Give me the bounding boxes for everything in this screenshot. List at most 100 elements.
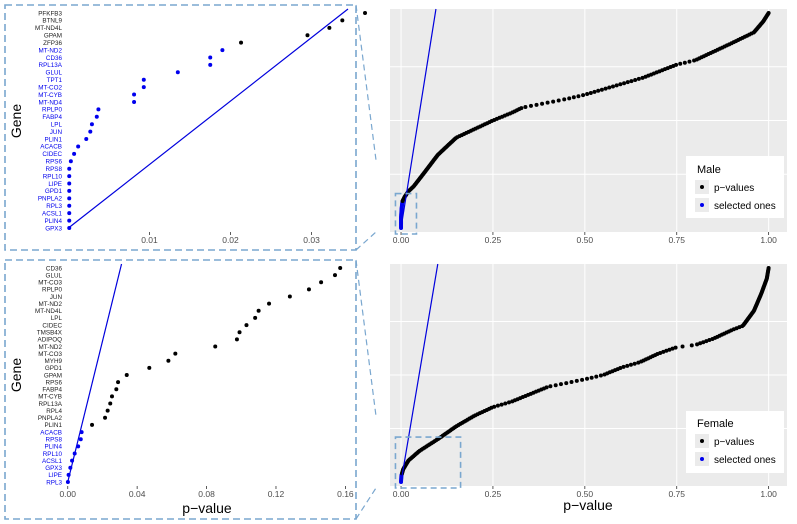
female-zoom-point [70,458,75,463]
male-zoom-point [132,99,137,104]
male-zoom-gene-label: GPX3 [45,225,62,232]
female-zoom-xtick-label: 0.04 [129,489,146,499]
female-zoom-point [256,308,261,313]
female-zoom-point [90,422,95,427]
male-full-point [528,103,533,108]
female-full-point [680,344,685,349]
female-legend-label-selected: selected ones [714,455,776,466]
male-zoom-gene-label: LPL [51,122,63,129]
male-zoom-gene-label: PLIN4 [44,218,62,225]
male-full-point [540,101,545,106]
male-legend-title: Male [697,164,721,176]
female-zoom-point [338,266,343,270]
female-zoom-gene-label: MT-ND2 [39,344,63,351]
male-zoom-point [327,25,332,30]
male-zoom-point [88,129,93,134]
male-zoom-point [67,166,72,171]
male-zoom-point [208,62,213,67]
female-full-xtick-label: 0.25 [485,489,502,499]
male-full-point [534,102,539,107]
female-zoom-gene-label: LIPE [48,472,62,479]
female-zoom-xtick-label: 0.00 [59,489,76,499]
male-zoom-gene-label: RPS6 [46,159,63,166]
female-full-point [499,402,504,407]
female-full-point [632,361,637,366]
male-legend-label-selected: selected ones [714,201,776,212]
female-zoom-frame [4,259,357,520]
male-zoom-point [72,151,77,156]
female-full-point [548,384,553,389]
male-zoom-gene-label: PNPLA2 [38,196,63,203]
female-full-point [658,350,663,355]
male-full-xtick-label: 0.50 [577,235,594,245]
female-full-xtick-label: 0.50 [577,489,594,499]
female-zoom-point [237,330,242,335]
female-zoom-gene-label: RPL10 [43,451,63,458]
male-full-point [766,11,771,15]
male-zoom-point [239,40,244,45]
female-zoom-ylabel: Gene [8,358,24,392]
male-full-point [625,80,630,85]
male-full-point [567,96,572,101]
female-full-point [506,400,511,405]
female-full-xtick-label: 0.00 [393,489,410,499]
female-full-point [553,383,558,388]
female-zoom-point [72,451,77,456]
male-zoom-gene-label: RPLP0 [42,107,62,114]
female-zoom-point [306,287,311,292]
female-zoom-gene-label: CIDEC [42,322,62,329]
female-zoom-point [267,301,272,306]
male-zoom-point [84,137,89,142]
female-zoom-gene-label: RPL3 [46,479,62,486]
male-zoom-gene-label: CD36 [46,55,63,62]
male-full-point [678,61,683,66]
female-full-point [598,373,603,378]
female-full-point [503,401,508,406]
male-zoom-panel: Gene 0.01 0.02 0.03 GPX3PLIN4ACSL1RPL3PNPLA… [4,4,368,251]
female-zoom-point [79,430,84,435]
female-zoom-point [109,394,114,399]
female-zoom-point [116,380,121,385]
female-zoom-point [124,373,129,377]
female-full-point [664,348,669,353]
female-zoom-gene-label: RPLP0 [42,287,62,294]
female-zoom-gene-label: MT-CO3 [38,351,62,358]
female-zoom-gene-label: PLIN4 [44,444,62,451]
female-zoom-point [253,315,258,320]
male-zoom-gene-label: GLUL [46,70,63,77]
female-zoom-point [103,415,108,420]
male-zoom-gene-label: ACACB [40,144,62,151]
male-zoom-point [141,77,146,82]
male-full-point [519,106,524,111]
female-full-point [766,266,771,270]
male-zoom-gene-label: GPD1 [45,188,63,195]
male-full-xtick-label: 1.00 [760,235,777,245]
female-zoom-point [105,408,110,413]
female-zoom-gene-label: PLIN1 [44,422,62,429]
female-full-point [580,377,585,382]
male-full-point [633,77,638,82]
male-zoom-gene-label: FABP4 [42,114,62,121]
male-zoom-gene-label: MT-CO2 [38,84,62,91]
female-legend-point-pvalues [700,439,704,443]
female-zoom-gene-label: RPL4 [46,408,62,415]
female-zoom-point [65,480,70,484]
male-zoom-gene-label: PFKFB3 [38,10,62,17]
female-zoom-gene-label: ACACB [40,429,62,436]
female-full-xtick-label: 0.75 [668,489,685,499]
female-legend-label-pvalues: p−values [714,437,754,448]
male-zoom-point [67,174,72,179]
male-zoom-point [96,107,101,112]
male-legend-point-pvalues [700,185,704,189]
male-zoom-point [141,85,146,90]
male-zoom-point [67,196,72,201]
female-zoom-xtick-label: 0.16 [337,489,354,499]
female-zoom-point [76,444,81,449]
female-full-point [618,366,623,371]
male-full-xtick-label: 0.00 [393,235,410,245]
male-zoom-point [67,181,72,186]
male-legend: Male p−values selected ones [686,156,784,218]
female-full-point [673,345,678,350]
zoom-connectors [355,4,377,520]
male-full-point [682,60,687,65]
